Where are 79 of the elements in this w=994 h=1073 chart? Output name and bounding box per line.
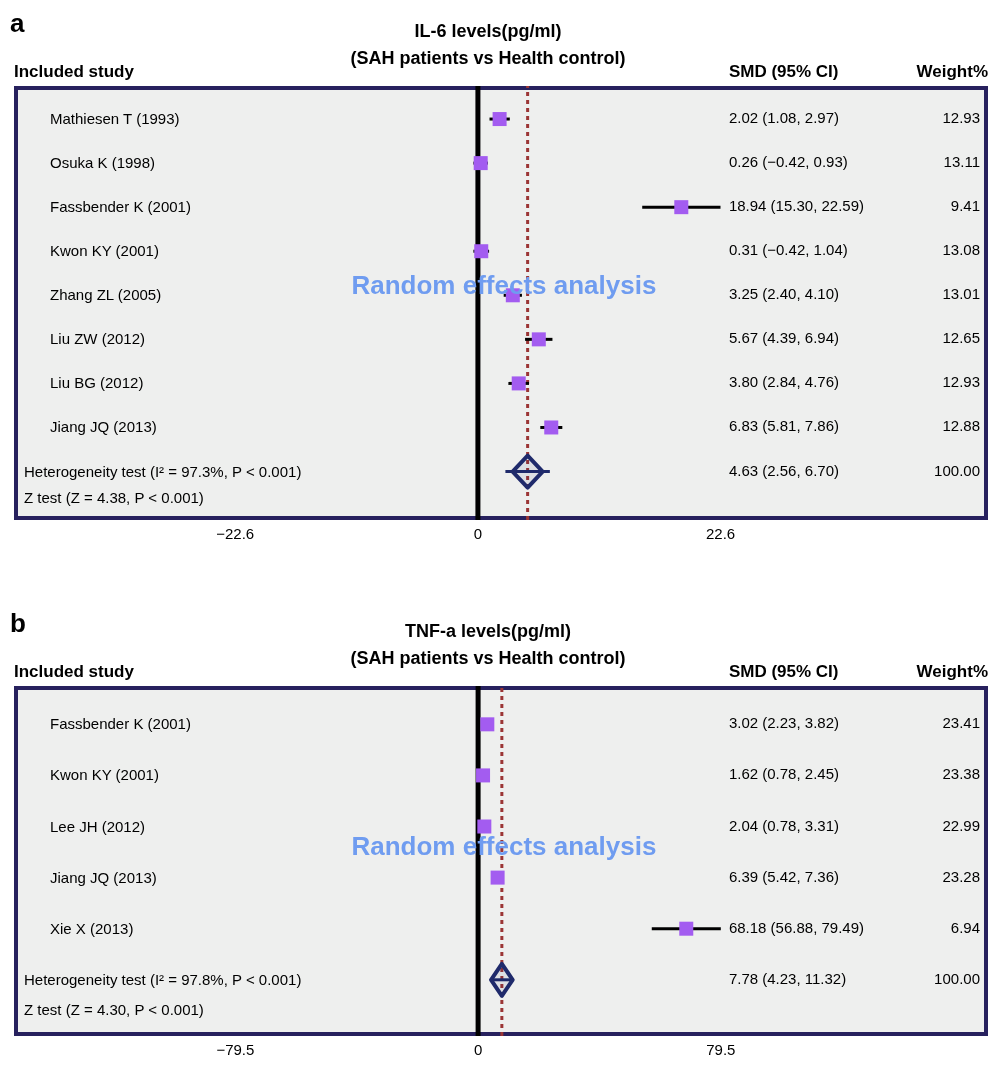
y-tick-label: Xie X (2013) xyxy=(50,919,134,937)
annotation: 12.93 xyxy=(942,373,980,391)
point xyxy=(490,870,505,885)
y-tick-label: Liu ZW (2012) xyxy=(50,330,146,348)
annotation: 6.94 xyxy=(950,918,980,936)
annotation: 23.38 xyxy=(942,765,980,783)
annotation: 22.99 xyxy=(942,816,980,834)
x-tick-label: 0 xyxy=(473,1040,483,1058)
point xyxy=(511,376,526,391)
annotation: 9.41 xyxy=(950,197,980,215)
y-tick-label: Fassbender K (2001) xyxy=(50,715,191,733)
annotation: 7.78 (4.23, 11.32) xyxy=(728,969,847,987)
annotation: 13.01 xyxy=(942,285,980,303)
chart-title: IL-6 levels(pg/ml) xyxy=(414,21,562,41)
annotation: 3.80 (2.84, 4.76) xyxy=(728,373,839,391)
point xyxy=(476,768,491,783)
point xyxy=(544,420,559,435)
y-tick-label: Zhang ZL (2005) xyxy=(50,286,162,304)
text: SMD (95% CI) xyxy=(728,662,839,682)
y-tick-label: Fassbender K (2001) xyxy=(50,198,191,216)
point xyxy=(674,200,689,215)
y-tick-label: Kwon KY (2001) xyxy=(50,766,159,784)
point xyxy=(477,819,492,834)
annotation: 1.62 (0.78, 2.45) xyxy=(728,765,839,783)
chart-title: TNF-a levels(pg/ml) xyxy=(404,621,572,641)
x-tick-label: 0 xyxy=(473,524,483,542)
chart-subtitle: (SAH patients vs Health control) xyxy=(350,648,626,668)
y-tick-label: Jiang JQ (2013) xyxy=(50,868,157,886)
chart-subtitle: (SAH patients vs Health control) xyxy=(350,48,626,68)
y-tick-label: Mathiesen T (1993) xyxy=(50,110,180,128)
annotation: Z test (Z = 4.30, P < 0.001) xyxy=(24,1001,204,1019)
y-tick-label: Liu BG (2012) xyxy=(50,374,144,392)
text: SMD (95% CI) xyxy=(728,62,839,82)
annotation: 12.93 xyxy=(942,109,980,127)
point xyxy=(489,961,515,998)
annotation: 2.04 (0.78, 3.31) xyxy=(728,816,839,834)
annotation: 4.63 (2.56, 6.70) xyxy=(728,461,839,479)
x-tick-label: −22.6 xyxy=(216,524,255,542)
text: b xyxy=(10,608,26,639)
text: Included study xyxy=(14,62,134,82)
annotation: 23.41 xyxy=(942,714,980,732)
point xyxy=(473,156,488,171)
annotation: 100.00 xyxy=(934,461,980,479)
text: Included study xyxy=(14,662,134,682)
annotation: Z test (Z = 4.38, P < 0.001) xyxy=(24,488,204,506)
annotation: 13.08 xyxy=(942,241,980,259)
x-tick-label: −79.5 xyxy=(216,1040,255,1058)
point xyxy=(510,453,545,490)
annotation: 5.67 (4.39, 6.94) xyxy=(728,329,839,347)
annotation: 23.28 xyxy=(942,867,980,885)
point xyxy=(480,717,495,732)
annotation: 6.39 (5.42, 7.36) xyxy=(728,867,839,885)
annotation: 100.00 xyxy=(934,969,980,987)
annotation: 12.65 xyxy=(942,329,980,347)
annotation: 0.31 (−0.42, 1.04) xyxy=(728,241,848,259)
annotation: 13.11 xyxy=(943,153,980,171)
y-tick-label: Lee JH (2012) xyxy=(50,817,146,835)
annotation: 0.26 (−0.42, 0.93) xyxy=(728,153,848,171)
annotation: 12.88 xyxy=(942,417,980,435)
y-tick-label: Kwon KY (2001) xyxy=(50,242,159,260)
y-tick-label: Heterogeneity test (I² = 97.8%, P < 0.001) xyxy=(24,970,302,988)
y-tick-label: Heterogeneity test (I² = 97.3%, P < 0.001) xyxy=(24,462,302,480)
point xyxy=(474,244,489,259)
y-tick-label: Osuka K (1998) xyxy=(50,154,156,172)
x-tick-label: 79.5 xyxy=(706,1040,736,1058)
y-tick-label: Jiang JQ (2013) xyxy=(50,418,157,436)
text: a xyxy=(10,8,25,39)
text: Weight% xyxy=(916,662,988,682)
x-tick-label: 22.6 xyxy=(706,524,736,542)
annotation: 3.25 (2.40, 4.10) xyxy=(728,285,839,303)
point xyxy=(492,112,507,127)
annotation: 2.02 (1.08, 2.97) xyxy=(728,109,839,127)
point xyxy=(531,332,546,347)
annotation: 6.83 (5.81, 7.86) xyxy=(728,417,839,435)
annotation: 68.18 (56.88, 79.49) xyxy=(728,918,865,936)
text: Weight% xyxy=(916,62,988,82)
annotation: 18.94 (15.30, 22.59) xyxy=(728,197,865,215)
annotation: 3.02 (2.23, 3.82) xyxy=(728,714,839,732)
point xyxy=(679,921,694,936)
